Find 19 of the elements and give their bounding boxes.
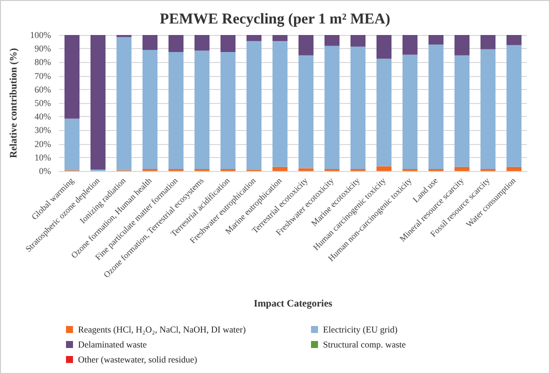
x-axis-title: Impact Categories: [254, 298, 332, 310]
y-tick-label: 90%: [34, 44, 52, 54]
y-tick-label: 30%: [34, 125, 52, 136]
y-tick-label: 70%: [34, 70, 52, 81]
y-tick-label: 40%: [34, 112, 52, 122]
y-tick-label: 20%: [34, 138, 52, 149]
y-tick-label: 80%: [34, 57, 52, 68]
y-tick-label: 10%: [34, 152, 52, 162]
y-tick-label: 100%: [30, 30, 52, 40]
legend-label: Structural comp. waste: [323, 340, 406, 350]
legend-label: Delaminated waste: [78, 340, 147, 350]
legend-label: Other (wastewater, solid residue): [78, 354, 198, 364]
y-tick-label: 50%: [34, 98, 52, 108]
legend-label: Electricity (EU grid): [323, 324, 398, 334]
chart-title: PEMWE Recycling (per 1 m² MEA): [160, 12, 390, 28]
y-tick-label: 0%: [39, 166, 52, 176]
legend-label: Reagents (HCl, H₂O₂, NaCl, NaOH, DI water): [78, 324, 246, 334]
y-tick-label: 60%: [34, 84, 52, 94]
y-axis-title: Relative contribution (%): [8, 48, 20, 158]
